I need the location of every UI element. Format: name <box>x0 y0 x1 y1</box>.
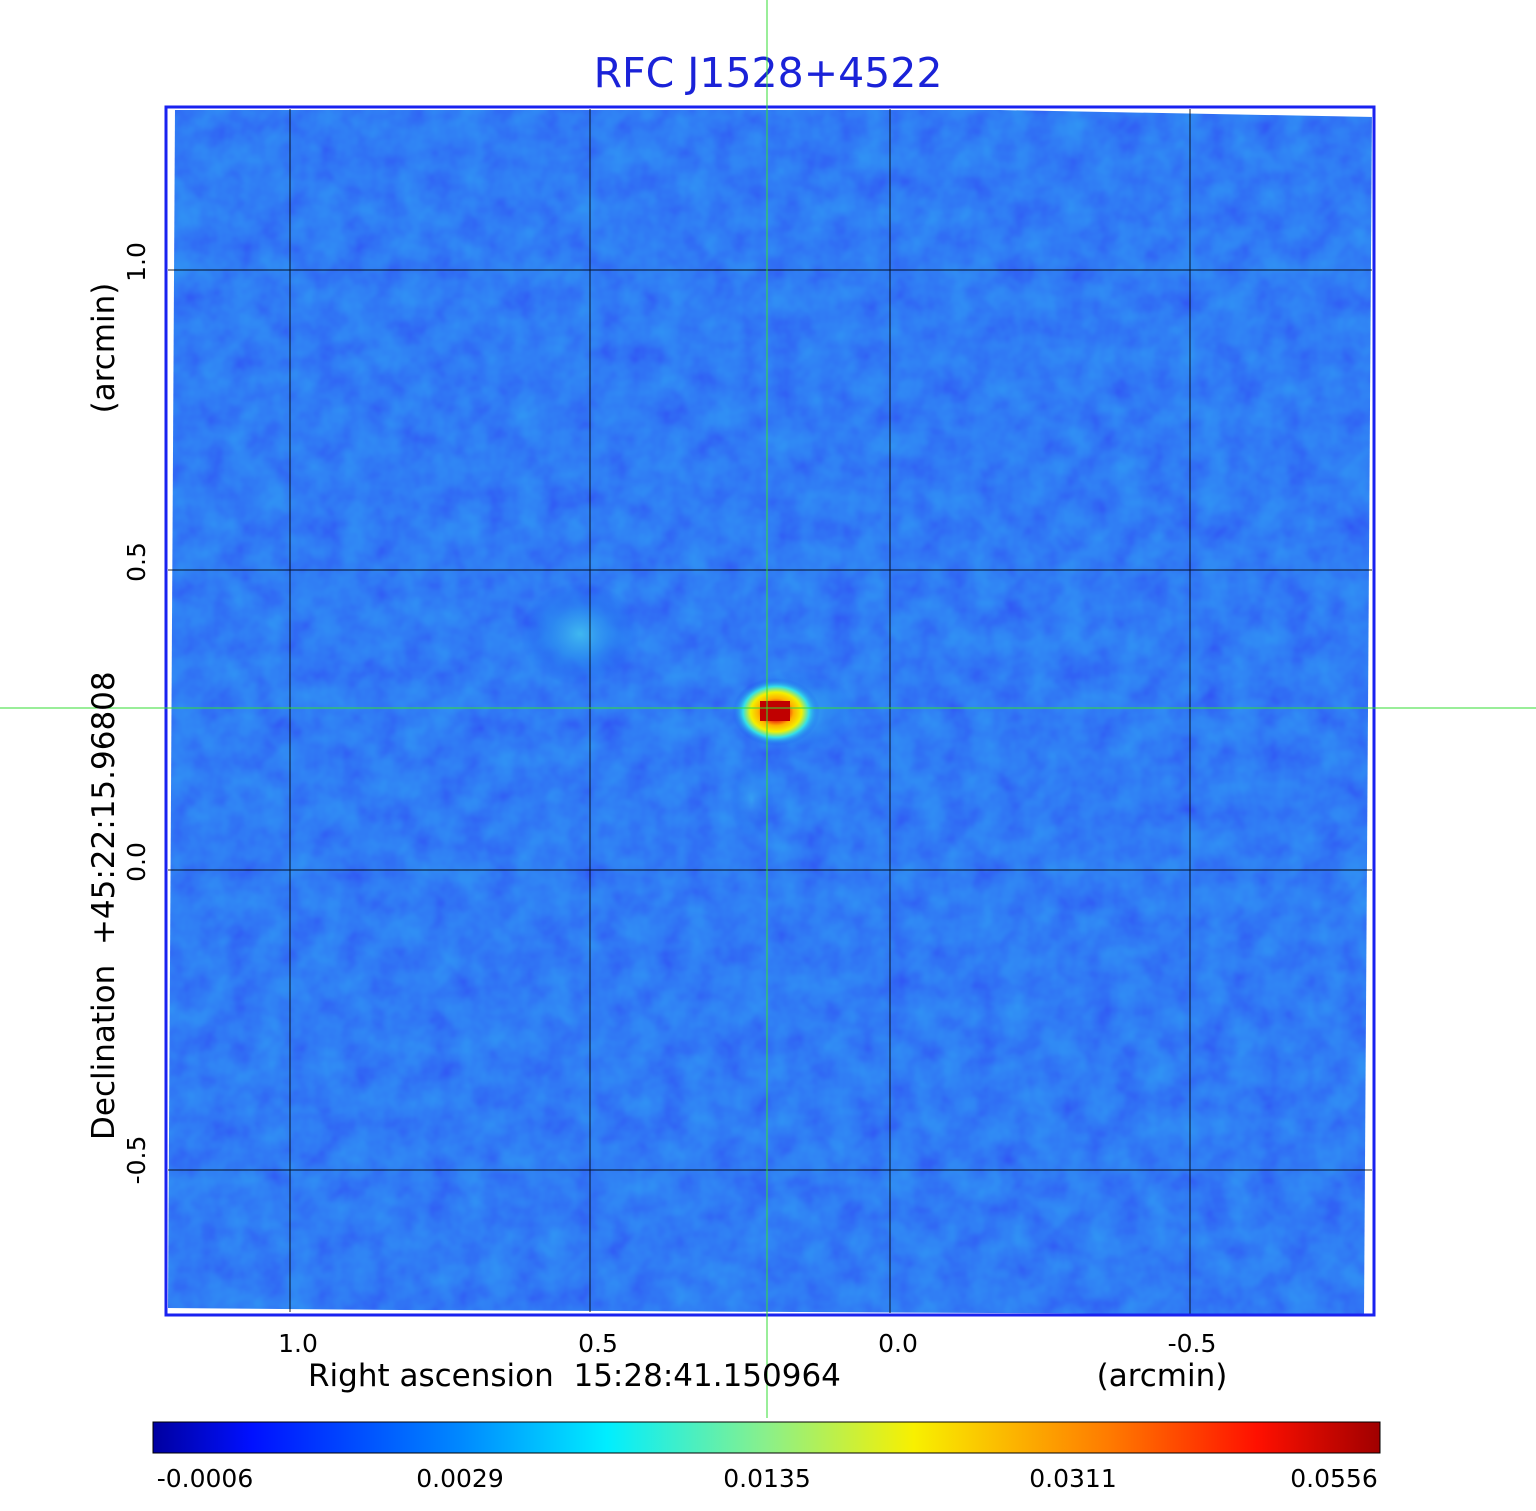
colorbar-tick-label: 0.0029 <box>416 1464 503 1493</box>
y-tick-label: -0.5 <box>122 1136 151 1185</box>
colorbar-tick-label: 0.0556 <box>1290 1464 1377 1493</box>
y-axis-unit: (arcmin) <box>86 283 122 414</box>
x-tick-label: 0.5 <box>578 1329 618 1358</box>
x-axis-tick-labels: 1.0 0.5 0.0 -0.5 <box>278 1329 1216 1358</box>
faint-extension <box>730 760 774 840</box>
colorbar-tick-label: 0.0311 <box>1029 1464 1116 1493</box>
x-axis-unit: (arcmin) <box>1097 1358 1228 1394</box>
crosshair <box>0 0 1536 1418</box>
colorbar-tick-label: 0.0135 <box>723 1464 810 1493</box>
x-tick-label: -0.5 <box>1168 1329 1217 1358</box>
colorbar-gradient <box>152 1421 1381 1454</box>
y-tick-label: 0.0 <box>122 842 151 882</box>
plot-frame <box>164 105 1376 1317</box>
y-axis-tick-labels: 1.0 0.5 0.0 -0.5 <box>122 242 151 1184</box>
faint-source-blob <box>520 582 640 686</box>
y-axis-label: Declination +45:22:15.96808 <box>86 671 122 1140</box>
coordinate-grid <box>168 109 1372 1314</box>
plot-title: RFC J1528+4522 <box>594 49 943 97</box>
x-tick-label: 1.0 <box>278 1329 318 1358</box>
bright-source-core <box>760 701 790 721</box>
x-axis-label: Right ascension 15:28:41.150964 <box>308 1358 841 1394</box>
colorbar: -0.0006 0.0029 0.0135 0.0311 0.0556 <box>152 1421 1381 1493</box>
y-tick-label: 0.5 <box>122 542 151 582</box>
map-blank-bottom <box>166 1308 1374 1315</box>
colorbar-tick-label: -0.0006 <box>157 1464 254 1493</box>
colorbar-tick-labels: -0.0006 0.0029 0.0135 0.0311 0.0556 <box>157 1464 1378 1493</box>
map-blank-right <box>1364 107 1374 1315</box>
x-tick-label: 0.0 <box>878 1329 918 1358</box>
image-map <box>166 107 1374 1315</box>
y-tick-label: 1.0 <box>122 242 151 282</box>
map-blank-top <box>166 107 1374 117</box>
